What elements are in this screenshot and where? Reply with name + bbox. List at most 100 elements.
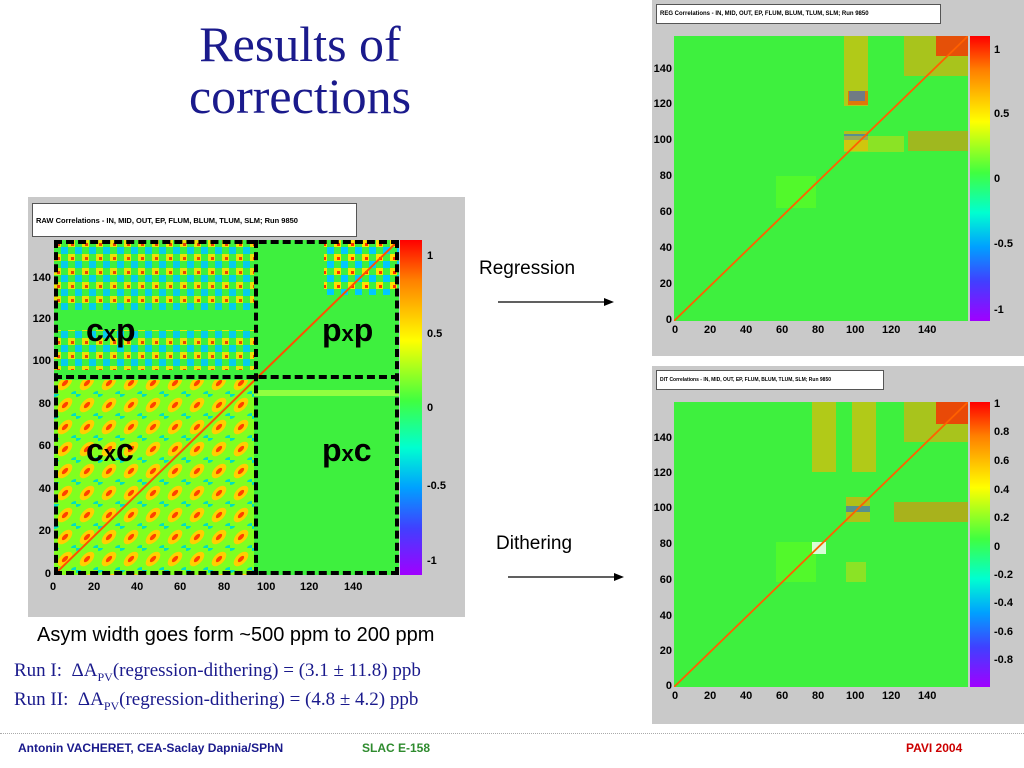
pxc-x: x [341,441,354,466]
dit-ytick: 100 [653,502,672,514]
dit-ytick: 120 [653,467,672,479]
raw-ytick: 40 [38,483,51,495]
dit-ytick: 80 [659,538,672,550]
run2-line: Run II: ΔAPV(regression-dithering) = (4.… [14,689,418,714]
dit-zaxis: 1 0.8 0.6 0.4 0.2 0 -0.2 -0.4 -0.6 -0.8 [992,396,1024,696]
reg-xtick: 120 [882,324,901,336]
reg-xtick: 40 [740,324,753,336]
raw-ytick: 80 [38,398,51,410]
reg-ytick: 140 [653,63,672,75]
dit-ytick: 140 [653,432,672,444]
reg-ztick: 0 [994,173,1001,185]
dithering-arrow [508,573,624,581]
raw-ztick: -0.5 [427,480,446,492]
raw-ztick: 0.5 [427,328,443,340]
reg-xtick: 60 [776,324,789,336]
dit-ytick: 40 [659,610,672,622]
reg-ztick: -1 [994,304,1004,316]
run2-label: Run II: [14,689,69,710]
reg-ytick: 100 [653,134,672,146]
dit-correlation-plot: DIT Correlations - IN, MID, OUT, EP, FLU… [652,366,1024,724]
regression-label: Regression [479,258,576,279]
dit-xtick: 120 [882,690,901,702]
reg-ztick: 1 [994,44,1001,56]
run1-sub: PV [97,669,113,684]
raw-ytick: 20 [38,525,51,537]
cxp-c: c [86,312,104,348]
reg-ytick: 40 [659,242,672,254]
dit-xtick: 80 [812,690,825,702]
dit-xtick: 140 [918,690,937,702]
dit-xtick: 100 [846,690,865,702]
dit-ztick: 0.2 [994,512,1010,524]
run1-rest: (regression-dithering) = (3.1 ± 11.8) pp… [112,660,421,681]
footer-divider [0,733,1024,734]
reg-heatmap-graphic [674,36,968,321]
dit-plot-title: DIT Correlations - IN, MID, OUT, EP, FLU… [656,370,884,390]
reg-heatmap [674,36,968,321]
reg-xtick: 140 [918,324,937,336]
raw-heatmap: cxp pxp cxc pxc [54,240,399,575]
dit-ztick: 0 [994,541,1001,553]
dit-yaxis: 0 20 40 60 80 100 120 140 [652,402,674,697]
raw-plot-title: RAW Correlations - IN, MID, OUT, EP, FLU… [32,203,357,237]
dithering-label: Dithering [496,533,573,554]
raw-ytick: 60 [38,440,51,452]
raw-xtick: 80 [218,581,231,593]
dit-ztick: -0.6 [994,626,1013,638]
raw-ztick: 1 [427,250,434,262]
dit-xtick: 20 [704,690,717,702]
cxc-c1: c [86,432,104,468]
raw-xaxis: 0 20 40 60 80 100 120 140 [48,581,408,597]
reg-ztick: 0.5 [994,108,1010,120]
raw-xtick: 40 [131,581,144,593]
run1-delta: ΔA [71,660,98,681]
run2-rest: (regression-dithering) = (4.8 ± 4.2) ppb [119,689,419,710]
reg-color-scale [970,36,990,321]
reg-ytick: 120 [653,98,672,110]
reg-xaxis: 0 20 40 60 80 100 120 140 [670,324,970,340]
raw-heatmap-graphic [54,240,399,575]
raw-correlation-plot: RAW Correlations - IN, MID, OUT, EP, FLU… [28,197,465,617]
reg-yaxis: 0 20 40 60 80 100 120 140 [652,36,674,331]
dit-ztick: -0.4 [994,597,1013,609]
dit-ztick: 1 [994,398,1001,410]
dit-xtick: 0 [672,690,679,702]
dit-heatmap-graphic [674,402,968,687]
footer-experiment: SLAC E-158 [362,741,431,755]
quadrant-border [54,240,399,575]
quadrant-divider-horizontal [54,375,399,379]
pxc-c: c [353,432,372,468]
slide-title: Results of corrections [188,16,412,124]
dit-ztick: 0.8 [994,426,1010,438]
reg-ztick: -0.5 [994,238,1013,250]
dit-ztick: -0.2 [994,569,1013,581]
label-pxp: pxp [322,312,373,349]
reg-ytick: 80 [659,170,672,182]
dit-xtick: 60 [776,690,789,702]
raw-xtick: 140 [344,581,363,593]
cxc-c2: c [116,432,134,468]
dit-color-scale [970,402,990,687]
dit-ztick: 0.4 [994,484,1010,496]
pxp-x: x [341,321,354,346]
footer-conference: PAVI 2004 [906,741,963,755]
raw-ztick: 0 [427,402,434,414]
raw-ytick: 140 [32,272,51,284]
raw-xtick: 120 [300,581,319,593]
raw-color-scale [400,240,422,575]
run1-line: Run I: ΔAPV(regression-dithering) = (3.1… [14,660,421,685]
raw-ytick: 120 [32,313,51,325]
cxp-x: x [103,321,117,346]
asym-width-text: Asym width goes form ~500 ppm to 200 ppm [37,624,435,646]
raw-xtick: 0 [50,581,57,593]
label-cxc: cxc [86,432,134,469]
raw-ytick: 100 [32,355,51,367]
pxp-p2: p [353,312,374,348]
reg-ytick: 60 [659,206,672,218]
raw-ztick: -1 [427,555,437,567]
dit-ytick: 0 [665,680,672,692]
pxc-p: p [322,432,342,468]
dit-xaxis: 0 20 40 60 80 100 120 140 [670,690,970,706]
raw-xtick: 20 [88,581,101,593]
